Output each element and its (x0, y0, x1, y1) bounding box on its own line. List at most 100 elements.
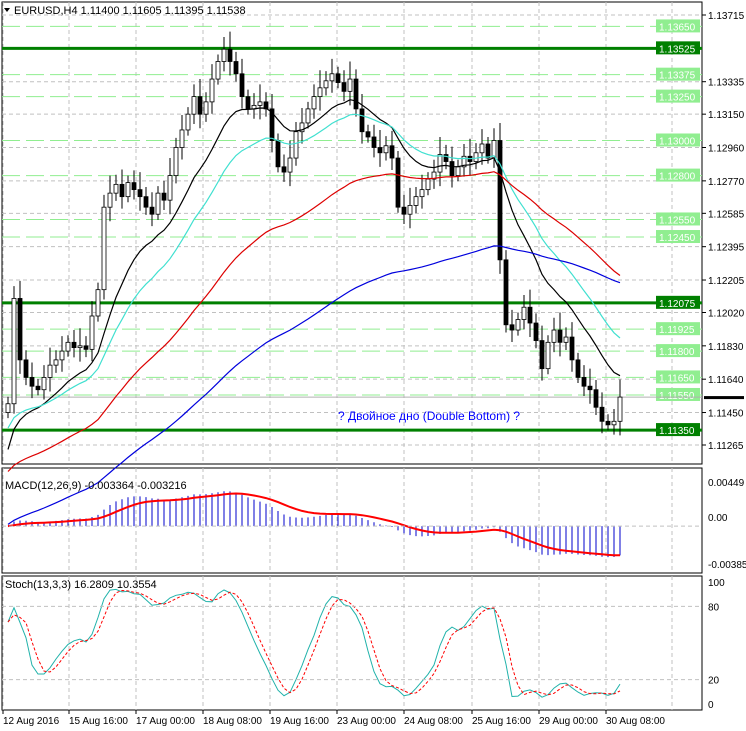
level-label-bg (656, 295, 700, 309)
bearish-candle (527, 306, 533, 324)
price-tick-label: 1.11450 (708, 409, 744, 420)
bearish-candle (197, 96, 203, 115)
level-label: 1.13375 (659, 71, 696, 82)
bullish-candle (179, 129, 185, 148)
bullish-candle (461, 155, 467, 168)
level-label: 1.11925 (659, 325, 695, 336)
bullish-candle (347, 78, 353, 92)
macd-label: MACD(12,26,9) -0.003364 -0.003216 (5, 480, 187, 492)
bullish-candle (419, 189, 425, 198)
bearish-candle (377, 147, 383, 154)
bullish-candle (515, 319, 521, 331)
level-label-bg (656, 322, 700, 336)
header-symbol: EURUSD,H4 (14, 5, 78, 17)
bullish-candle (455, 166, 461, 176)
bullish-candle (47, 364, 53, 378)
key-level-label: 1.13525 (659, 44, 696, 55)
bullish-candle (95, 289, 101, 317)
pattern-annotation: ? Двойное дно (Double Bottom) ? (338, 409, 520, 423)
bullish-candle (209, 78, 215, 103)
key-level-label: 1.12075 (659, 299, 696, 310)
level-label: 1.13650 (659, 22, 696, 33)
bullish-candle (107, 192, 113, 208)
bearish-candle (557, 329, 563, 343)
bearish-candle (389, 145, 395, 159)
bearish-candle (83, 345, 89, 350)
time-tick-label: 23 Aug 00:00 (337, 716, 396, 727)
bearish-candle (269, 108, 275, 141)
bearish-candle (509, 324, 515, 331)
time-tick-label: 19 Aug 16:00 (270, 716, 329, 727)
bearish-candle (119, 183, 125, 198)
macd-panel (1, 467, 703, 574)
bearish-candle (371, 136, 377, 148)
price-tick-label: 1.12960 (708, 144, 745, 155)
price-tick-label: 1.13335 (708, 78, 745, 89)
bullish-candle (101, 206, 107, 291)
bearish-candle (143, 196, 149, 208)
chart-header: EURUSD,H4 1.11400 1.11605 1.11395 1.1153… (14, 5, 246, 17)
bearish-candle (161, 192, 167, 201)
bearish-candle (395, 157, 401, 208)
time-tick-label: 30 Aug 08:00 (606, 716, 665, 727)
stoch-label: Stoch(13,3,3) 16.2809 10.3554 (5, 579, 157, 591)
moving-average-cyan (7, 113, 621, 429)
macd-tick-label: 0.00449 (708, 478, 745, 489)
stoch-tick-label: 0 (708, 700, 714, 711)
time-tick-label: 12 Aug 2016 (3, 716, 60, 727)
bullish-candle (407, 205, 413, 215)
level-label-bg (656, 423, 700, 437)
bullish-candle (77, 345, 83, 348)
dropdown-arrow-icon (4, 8, 10, 12)
bearish-candle (569, 336, 575, 361)
level-label-bg (656, 212, 700, 226)
bearish-candle (449, 161, 455, 176)
price-tick-label: 1.12585 (708, 209, 745, 220)
bearish-candle (365, 131, 371, 138)
bearish-candle (71, 341, 77, 348)
bearish-candle (605, 420, 611, 426)
level-label-bg (656, 370, 700, 384)
bearish-candle (23, 359, 29, 378)
moving-average-red (7, 171, 621, 472)
level-label-bg (656, 41, 700, 55)
bullish-candle (413, 196, 419, 206)
bearish-candle (503, 259, 509, 326)
bullish-candle (113, 183, 119, 194)
price-tick-label: 1.13715 (708, 11, 745, 22)
bearish-candle (239, 73, 245, 98)
level-label-bg (656, 168, 700, 182)
bearish-candle (263, 101, 269, 110)
current-price-marker (704, 396, 744, 400)
bullish-candle (329, 73, 335, 82)
level-label: 1.13250 (659, 93, 696, 104)
bullish-candle (65, 341, 71, 352)
moving-average-blue (7, 245, 621, 525)
time-tick-label: 24 Aug 08:00 (404, 716, 463, 727)
bullish-candle (89, 315, 95, 350)
level-label-bg (656, 387, 700, 401)
price-tick-label: 1.12205 (708, 276, 745, 287)
time-tick-label: 15 Aug 16:00 (69, 716, 128, 727)
macd-signal-line (7, 492, 620, 557)
level-label: 1.12800 (659, 172, 696, 183)
bullish-candle (617, 396, 623, 422)
level-label: 1.13000 (659, 136, 696, 147)
stoch-panel (1, 575, 703, 711)
header-low: 1.11395 (162, 5, 204, 17)
bearish-candle (227, 48, 233, 62)
bullish-candle (305, 108, 311, 124)
stoch-tick-label: 20 (708, 676, 720, 687)
bullish-candle (53, 359, 59, 366)
level-label-bg (656, 344, 700, 358)
bearish-candle (443, 154, 449, 162)
bullish-candle (299, 122, 305, 133)
time-tick-label: 18 Aug 08:00 (203, 716, 262, 727)
bullish-candle (185, 113, 191, 131)
bullish-candle (611, 420, 617, 426)
stoch-tick-label: 100 (708, 578, 725, 589)
bearish-candle (275, 140, 281, 168)
bullish-candle (551, 329, 557, 343)
bullish-candle (173, 147, 179, 176)
